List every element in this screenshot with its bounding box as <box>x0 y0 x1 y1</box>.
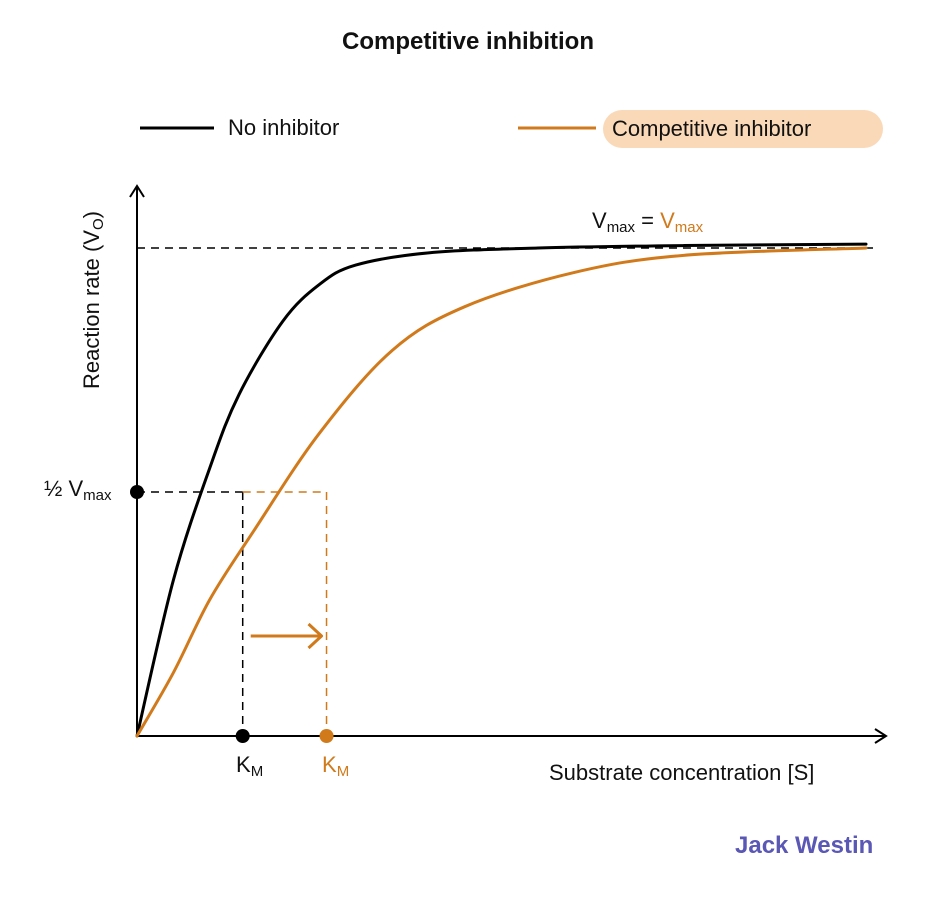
half-vmax-marker <box>130 485 144 499</box>
vmax-left-sub: max <box>606 219 636 236</box>
brand-watermark: Jack Westin <box>735 832 874 859</box>
km-marker-no-inhibitor <box>235 729 250 743</box>
legend-label-no-inhibitor: No inhibitor <box>228 115 340 140</box>
y-axis-label-sub: O <box>90 218 107 231</box>
series-lines <box>135 242 868 738</box>
km-label-no-inhibitor: KM <box>236 752 263 780</box>
km-text: K <box>322 752 337 777</box>
legend-highlight-pill <box>603 110 883 148</box>
km-text: K <box>236 752 251 777</box>
half-vmax-text: ½ V <box>44 476 84 501</box>
x-axis-arrow-icon <box>874 728 888 744</box>
vmax-left: V <box>592 208 607 233</box>
y-axis-label-text: Reaction rate (V <box>79 230 104 389</box>
km-sub: M <box>336 763 350 780</box>
km-label-competitive: KM <box>322 752 349 780</box>
chart-title: Competitive inhibition <box>342 28 594 55</box>
y-axis-label-close: ) <box>79 211 104 219</box>
shift-arrow-icon <box>307 622 324 650</box>
vmax-right-sub: max <box>674 219 704 236</box>
vmax-right: V <box>660 208 675 233</box>
vmax-equals: = <box>635 208 661 233</box>
half-vmax-sub: max <box>83 487 112 504</box>
guide-lines <box>137 247 874 736</box>
curve-competitive-inhibitor <box>135 246 868 738</box>
markers <box>130 485 334 743</box>
x-axis-label: Substrate concentration [S] <box>549 760 815 785</box>
km-sub: M <box>250 763 264 780</box>
km-marker-competitive <box>319 729 334 743</box>
vmax-annotation: Vmax = Vmax <box>592 208 703 236</box>
curve-no-inhibitor <box>135 242 868 738</box>
axes <box>129 184 888 744</box>
legend-label-competitive: Competitive inhibitor <box>612 116 812 141</box>
y-axis-label: Reaction rate (VO) <box>79 211 107 389</box>
y-axis-arrow-icon <box>129 184 145 198</box>
half-vmax-label: ½ Vmax <box>44 476 111 504</box>
